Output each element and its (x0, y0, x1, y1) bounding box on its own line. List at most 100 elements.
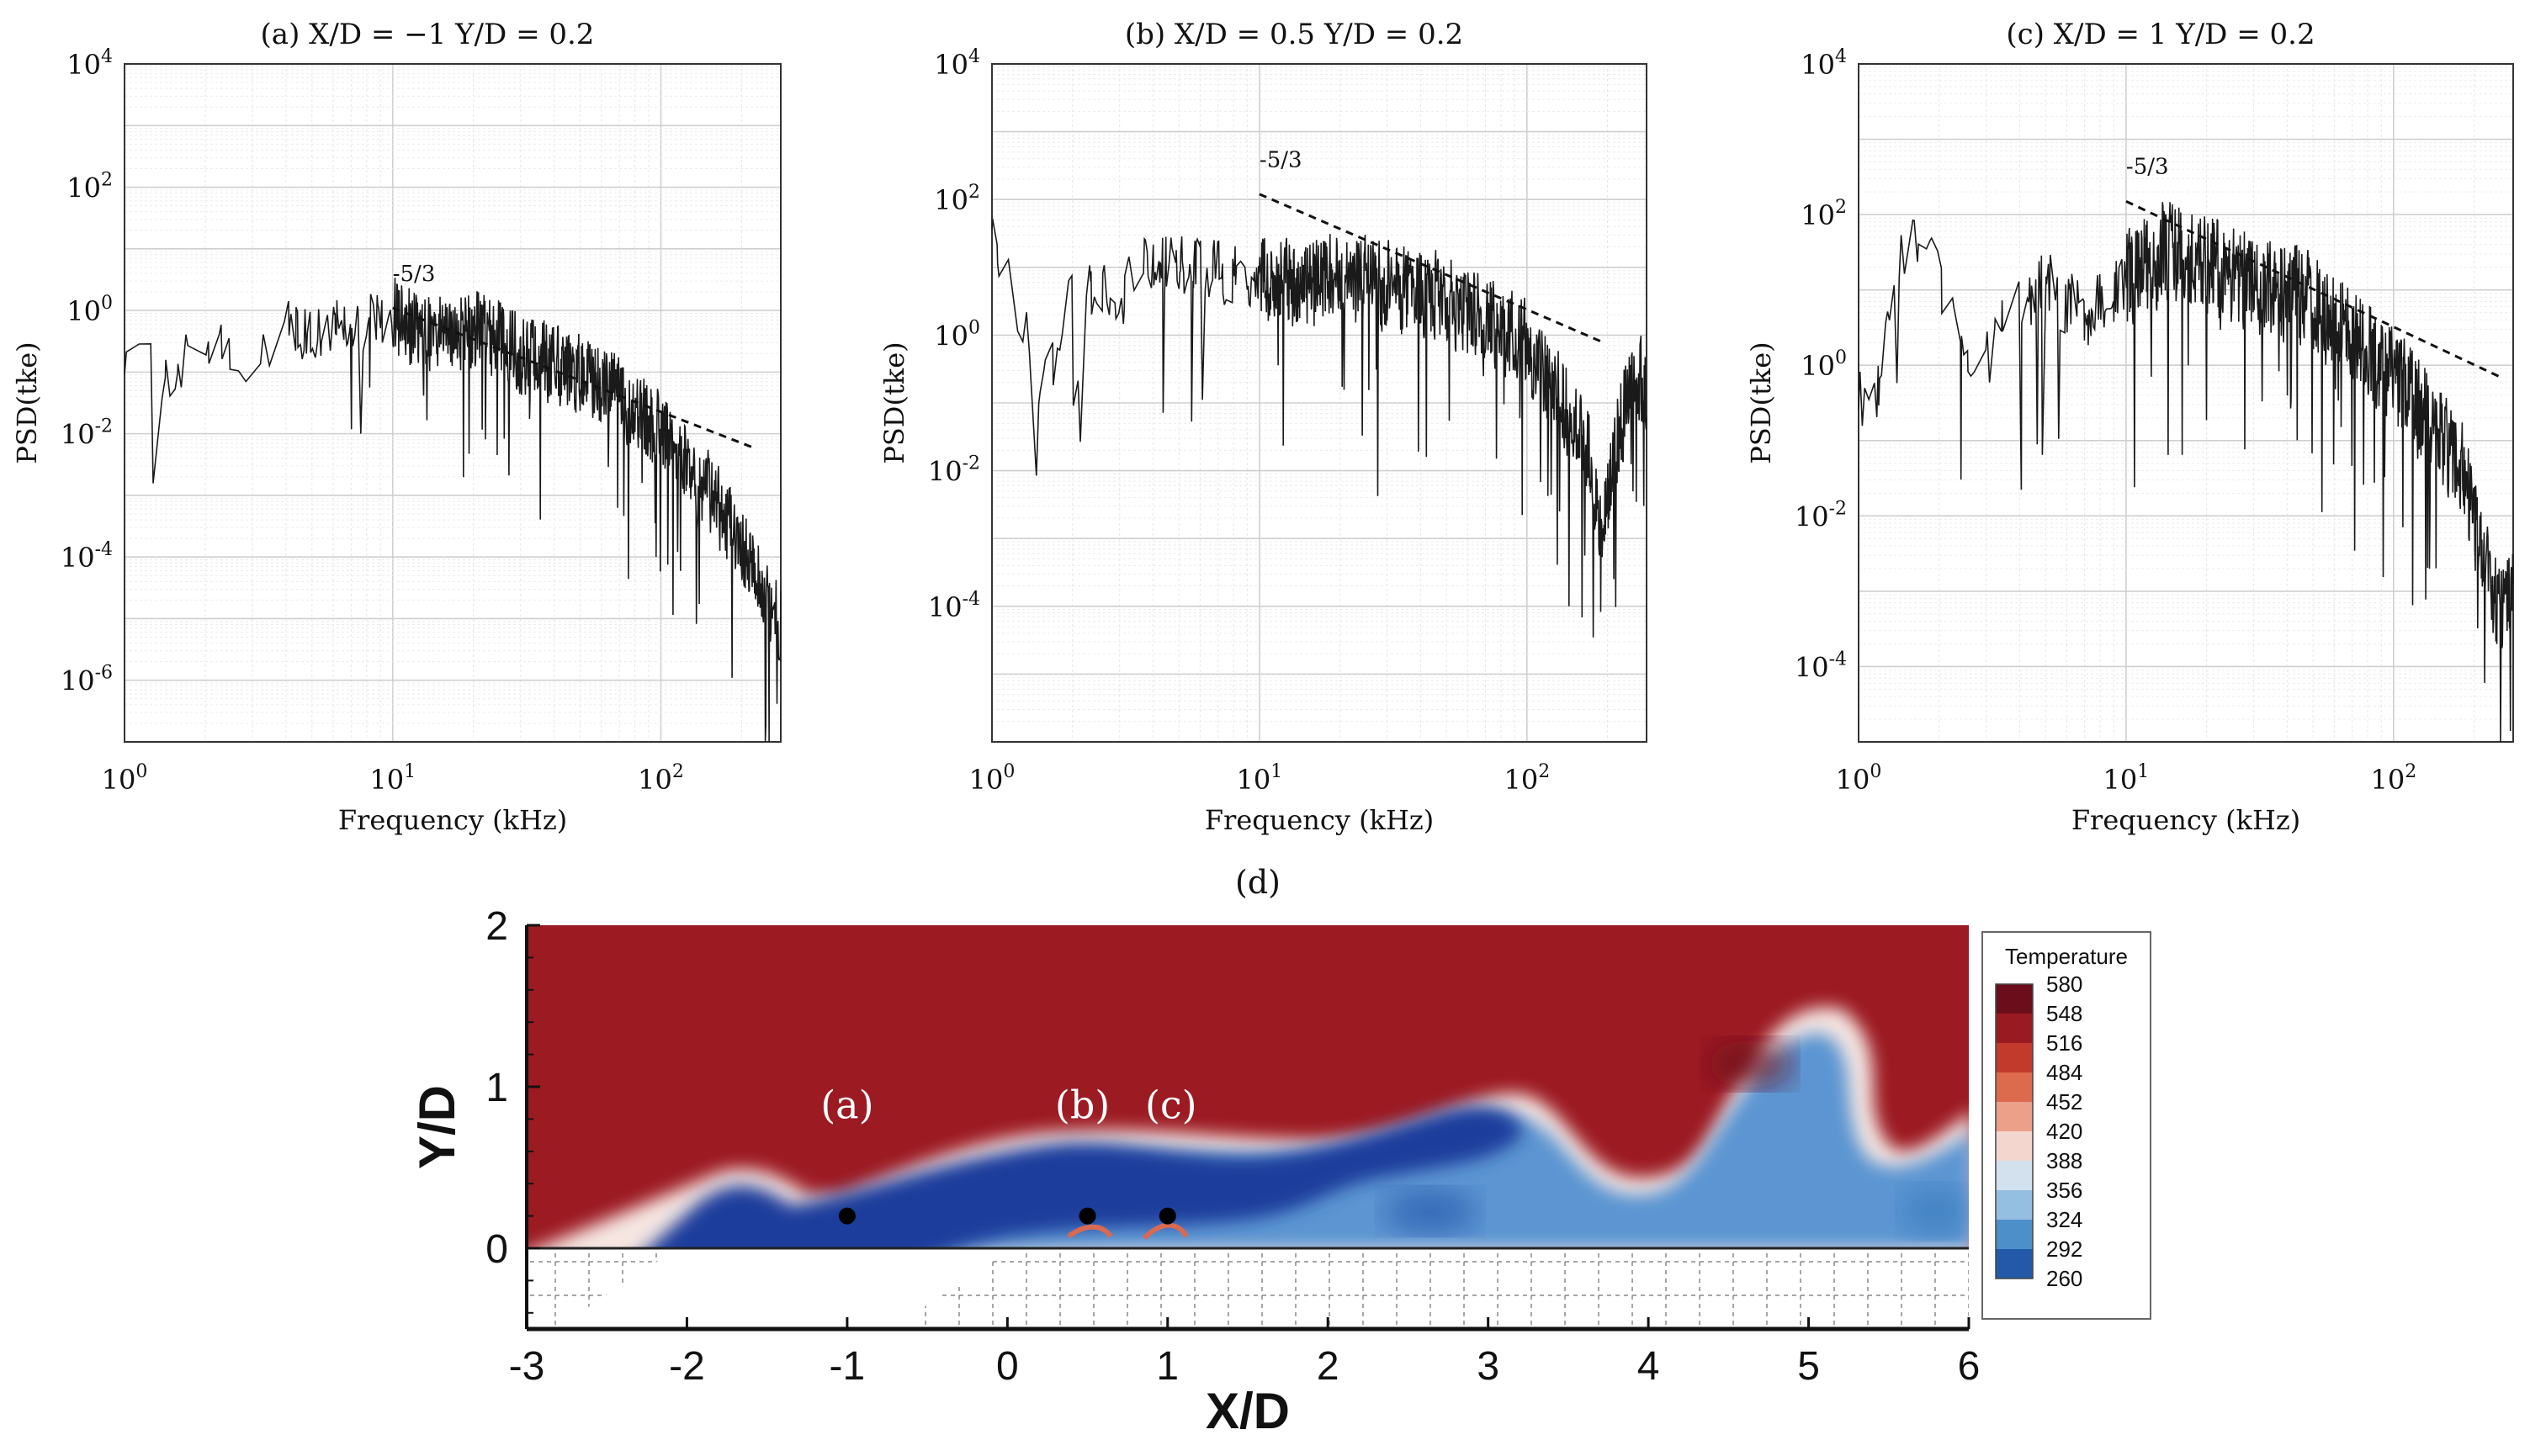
x-tick-label: 1 (1156, 1344, 1179, 1389)
legend-labels: 580 548 516 484 452 420 388 356 324 292 260 (2046, 972, 2082, 1291)
probe-b-marker (1079, 1207, 1096, 1225)
y-tick-label: 1 (485, 1066, 508, 1110)
legend-level-label: 260 (2046, 1266, 2082, 1291)
y-tick-label: 100 (934, 317, 980, 352)
y-tick-label: 104 (934, 46, 980, 81)
hot-spot (1708, 1040, 1792, 1088)
legend-level-label: 548 (2046, 1001, 2082, 1026)
legend-level-label: 388 (2046, 1148, 2082, 1173)
legend-level-label: 324 (2046, 1207, 2082, 1232)
cold-pocket (1384, 1189, 1477, 1233)
x-tick-label: 102 (638, 761, 684, 796)
temperature-field (527, 925, 1969, 1248)
panel-a-psd-line (124, 278, 782, 743)
legend-level-label: 516 (2046, 1030, 2082, 1056)
probe-b-label: (b) (1055, 1083, 1110, 1128)
panel-a-grid (124, 63, 781, 743)
legend-swatch (1996, 1131, 2033, 1161)
panel-c-y-axis-label: PSD(tke) (1745, 341, 1777, 463)
x-tick-label: 4 (1637, 1344, 1660, 1389)
x-tick-label: 101 (1237, 761, 1283, 796)
legend-swatch (1996, 1043, 2033, 1072)
panel-c-grid (1858, 63, 2513, 743)
legend-swatch (1996, 1190, 2033, 1220)
panel-c-x-axis-label: Frequency (kHz) (2071, 804, 2300, 836)
legend-swatch (1996, 1161, 2033, 1190)
x-tick-label: -1 (830, 1344, 866, 1389)
y-tick-label: 10-2 (1795, 498, 1847, 532)
legend-swatch (1996, 1220, 2033, 1249)
legend-swatch-frame (1995, 983, 2034, 1279)
panel-a-plot-frame (124, 63, 782, 743)
cold-jet-region (648, 1106, 1523, 1248)
y-tick-label: 10-4 (928, 589, 980, 623)
x-tick-label: 100 (102, 761, 148, 796)
x-tick-label: 102 (2370, 761, 2416, 796)
x-tick-label: 3 (1477, 1344, 1499, 1389)
panel-a-x-axis-label: Frequency (kHz) (338, 804, 567, 836)
panel-a-slope-line (392, 306, 754, 449)
y-tick-label: 102 (934, 182, 980, 216)
x-tick-label: 100 (969, 761, 1016, 796)
panel-b-plot-frame (991, 63, 1647, 743)
panel-a-slope-label: -5/3 (393, 262, 436, 287)
psd-panel-a: -5/3 (a) X/D = −1 Y/D = 0.2 Frequency (k… (11, 18, 782, 836)
legend-level-label: 452 (2046, 1089, 2082, 1115)
panel-d-x-axis-label: X/D (1206, 1383, 1290, 1439)
panel-a-y-axis-label: PSD(tke) (11, 341, 43, 463)
x-tick-label: 0 (996, 1344, 1019, 1389)
temperature-legend: Temperature 580 548 516 484 452 420 388 356 324 2… (1981, 931, 2151, 1320)
y-tick-label: 0 (485, 1227, 508, 1272)
legend-level-label: 484 (2046, 1060, 2082, 1085)
panel-c-psd-line (1858, 202, 2514, 743)
panel-d-y-ticks: 0 1 2 (485, 904, 540, 1314)
x-tick-label: 6 (1958, 1344, 1981, 1389)
panel-c-title: (c) X/D = 1 Y/D = 0.2 (2006, 18, 2315, 51)
x-tick-label: 101 (2103, 761, 2150, 796)
x-tick-label: -2 (669, 1344, 705, 1389)
probe-a-label: (a) (820, 1083, 873, 1128)
legend-swatch (1996, 1014, 2033, 1043)
y-tick-label: 104 (1801, 46, 1847, 81)
panel-b-title: (b) X/D = 0.5 Y/D = 0.2 (1125, 18, 1463, 51)
legend-level-label: 420 (2046, 1119, 2082, 1144)
probe-markers: (a) (b) (c) (820, 1083, 1197, 1225)
legend-swatch (1996, 1072, 2033, 1102)
panel-c-slope-line (2125, 199, 2501, 379)
near-wall-warm-streak-b (1067, 1224, 1113, 1239)
probe-c-marker (1159, 1207, 1176, 1225)
panel-a-title: (a) X/D = −1 Y/D = 0.2 (261, 18, 595, 51)
x-tick-label: -3 (509, 1344, 545, 1389)
y-tick-label: 100 (1801, 347, 1847, 382)
y-tick-label: 10-2 (61, 416, 113, 451)
x-tick-label: 5 (1797, 1344, 1820, 1389)
cold-pocket-right (1901, 1186, 1969, 1236)
panel-a-x-ticks: 100 101 102 (102, 761, 684, 796)
legend-swatch (1996, 1102, 2033, 1131)
panel-d-title: (d) (1235, 864, 1281, 901)
panel-b-x-axis-label: Frequency (kHz) (1205, 804, 1434, 836)
near-wall-warm-streak-c (1142, 1222, 1189, 1241)
panel-c-slope-label: -5/3 (2126, 154, 2169, 179)
y-tick-label: 10-6 (61, 663, 113, 697)
panel-c-x-ticks: 100 101 102 (1836, 761, 2417, 796)
x-tick-label: 100 (1836, 761, 1882, 796)
psd-panel-c: -5/3 (c) X/D = 1 Y/D = 0.2 Frequency (kH… (1745, 18, 2514, 836)
y-tick-label: 104 (66, 46, 113, 81)
panel-b-psd-line (991, 218, 1647, 638)
y-tick-label: 102 (1801, 197, 1847, 231)
panel-b-y-ticks: 10-4 10-2 100 102 104 (928, 46, 980, 623)
legend-level-label: 580 (2046, 972, 2082, 997)
panel-b-slope-label: -5/3 (1260, 148, 1302, 173)
x-tick-label: 102 (1504, 761, 1550, 796)
legend-swatch (1996, 984, 2033, 1014)
panel-b-slope-line (1259, 193, 1603, 343)
wall-region (527, 1248, 1969, 1329)
psd-panel-b: -5/3 (b) X/D = 0.5 Y/D = 0.2 Frequency (… (878, 18, 1647, 836)
panel-a-y-ticks: 10-6 10-4 10-2 100 102 104 (61, 46, 113, 697)
legend-level-label: 292 (2046, 1236, 2082, 1262)
legend-level-label: 356 (2046, 1178, 2082, 1203)
legend-swatches (1995, 983, 2034, 1279)
panel-d-y-axis-label: Y/D (409, 1085, 465, 1169)
temperature-contour-panel: (d) (a) (b) (c) -3 -2 -1 0 1 2 3 4 5 6 0 (409, 864, 2151, 1439)
